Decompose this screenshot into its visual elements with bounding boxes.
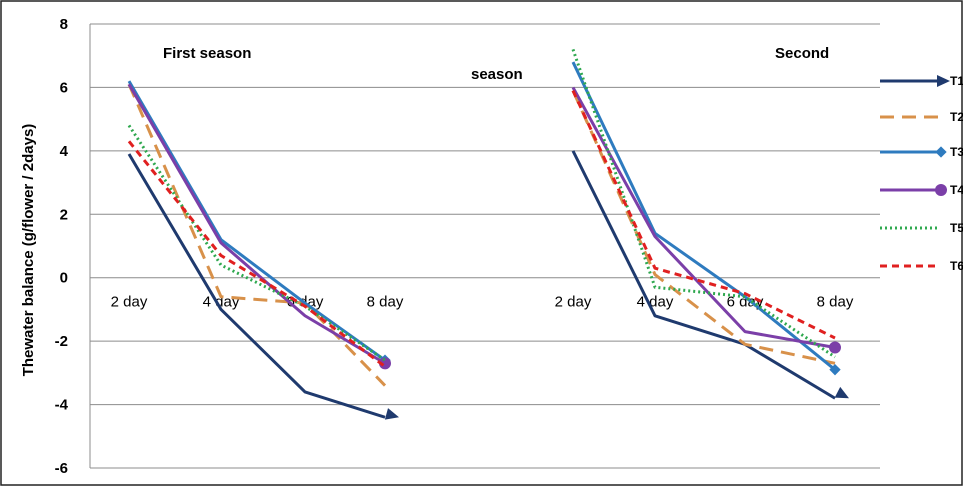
legend: T1 T2 T3 T4 T5 T6: [880, 74, 963, 273]
series-t5: [127, 48, 836, 362]
legend-label: T5: [950, 221, 963, 235]
x-tick-label: 2 day: [555, 294, 592, 311]
series-line-t6-first-season: [127, 140, 386, 368]
panel-title-second-season-part1: Second: [775, 45, 829, 62]
series-t6: [127, 89, 836, 368]
legend-entry-t4: T4: [880, 183, 963, 197]
series-line-t5-second-season: [571, 48, 836, 359]
x-tick-label: 2 day: [111, 294, 148, 311]
y-tick-label: 6: [60, 79, 68, 96]
y-tick-label: 8: [60, 16, 68, 33]
series-line-t1-second-season: [571, 150, 836, 400]
series-line-t6-second-season: [571, 89, 836, 340]
legend-label: T1: [950, 74, 963, 88]
y-axis-ticks: -6 -4 -2 0 2 4 6 8: [55, 16, 69, 477]
series-line-t4-second-season: [571, 86, 836, 349]
legend-entry-t5: T5: [880, 221, 963, 235]
legend-entry-t1: T1: [880, 74, 963, 88]
series-lines: [127, 48, 849, 420]
panel-title-first-season: First season: [163, 45, 251, 62]
panel-title-second-season-part2: season: [471, 66, 523, 83]
grid-lines: [89, 23, 880, 469]
legend-label: T6: [950, 259, 963, 273]
y-tick-label: 0: [60, 270, 68, 287]
y-tick-label: -6: [55, 460, 68, 477]
series-marker-arrow: [384, 408, 399, 420]
y-tick-label: -4: [55, 397, 69, 414]
legend-marker-circle: [935, 184, 947, 196]
series-marker-circle: [829, 341, 841, 354]
x-tick-label: 8 day: [817, 294, 854, 311]
y-tick-label: -2: [55, 333, 68, 350]
series-line-t2-first-season: [127, 83, 387, 387]
x-tick-label: 4 day: [203, 294, 240, 311]
series-marker-diamond: [829, 364, 841, 376]
y-tick-label: 2: [60, 206, 68, 223]
legend-entry-t2: T2: [880, 110, 963, 124]
series-line-t3-first-season: [127, 80, 386, 362]
x-tick-label: 8 day: [367, 294, 404, 311]
legend-entry-t6: T6: [880, 259, 963, 273]
legend-label: T3: [950, 145, 963, 159]
y-axis-label: Thewater balance (g/flower / 2days): [20, 124, 37, 377]
x-tick-label: 4 day: [637, 294, 674, 311]
series-line-t3-second-season: [571, 61, 836, 371]
legend-label: T2: [950, 110, 963, 124]
legend-marker-arrow: [937, 75, 950, 87]
series-t1: [127, 150, 849, 420]
series-line-t1-first-season: [127, 153, 386, 419]
series-marker-arrow: [834, 386, 849, 399]
y-tick-label: 4: [60, 143, 69, 160]
legend-marker-diamond: [935, 146, 947, 158]
legend-entry-t3: T3: [880, 145, 963, 159]
x-tick-label: 6 day: [727, 294, 764, 311]
legend-label: T4: [950, 183, 963, 197]
series-marker-circle: [379, 357, 391, 370]
